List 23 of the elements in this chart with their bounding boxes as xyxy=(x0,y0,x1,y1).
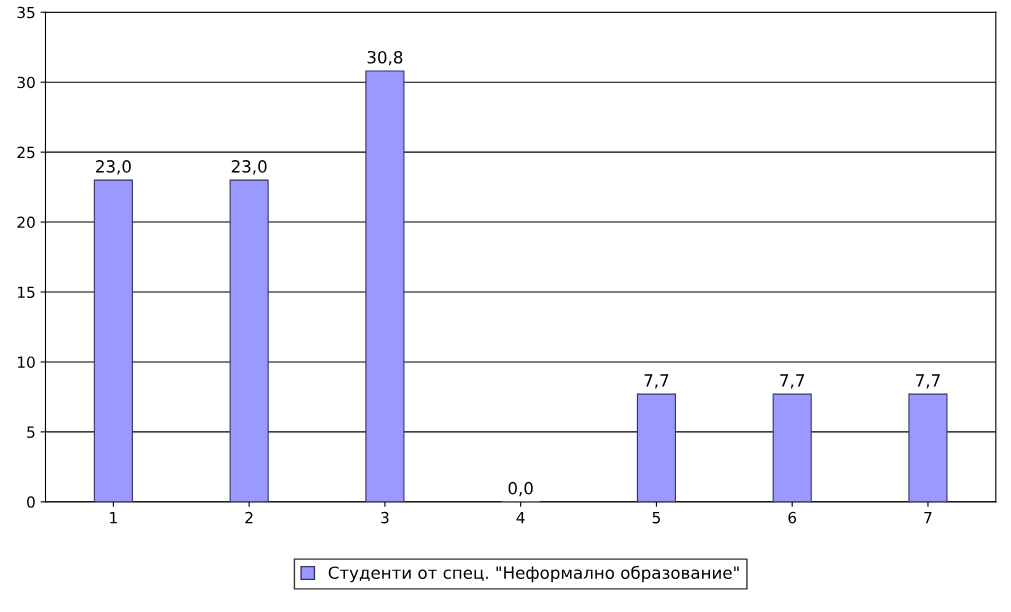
y-tick-label: 30 xyxy=(17,76,35,89)
y-tick-label: 15 xyxy=(18,286,35,299)
x-tick-label: 6 xyxy=(788,511,797,524)
x-tick-label: 2 xyxy=(245,511,253,524)
data-label: 23,0 xyxy=(231,160,267,175)
y-tick-label: 10 xyxy=(18,356,35,368)
x-tick-label: 1 xyxy=(110,512,117,524)
y-tick-label: 20 xyxy=(17,216,35,229)
data-label: 30,8 xyxy=(367,50,403,66)
x-tick-label: 5 xyxy=(652,512,660,524)
x-tick-label: 4 xyxy=(516,512,525,524)
y-tick-label: 25 xyxy=(17,146,35,159)
y-tick-label: 35 xyxy=(17,6,35,19)
data-label: 23,0 xyxy=(96,160,131,175)
x-tick-label: 3 xyxy=(381,511,389,524)
data-label: 7,7 xyxy=(644,374,669,389)
y-tick-label: 0 xyxy=(27,496,35,508)
x-tick-label: 7 xyxy=(924,512,932,524)
legend-label: Студенти от спец. "Неформално образование" xyxy=(328,565,739,583)
data-label: 0,0 xyxy=(508,481,533,497)
data-label: 7,7 xyxy=(780,374,805,389)
data-label: 7,7 xyxy=(916,374,940,389)
y-tick-label: 5 xyxy=(27,426,35,438)
